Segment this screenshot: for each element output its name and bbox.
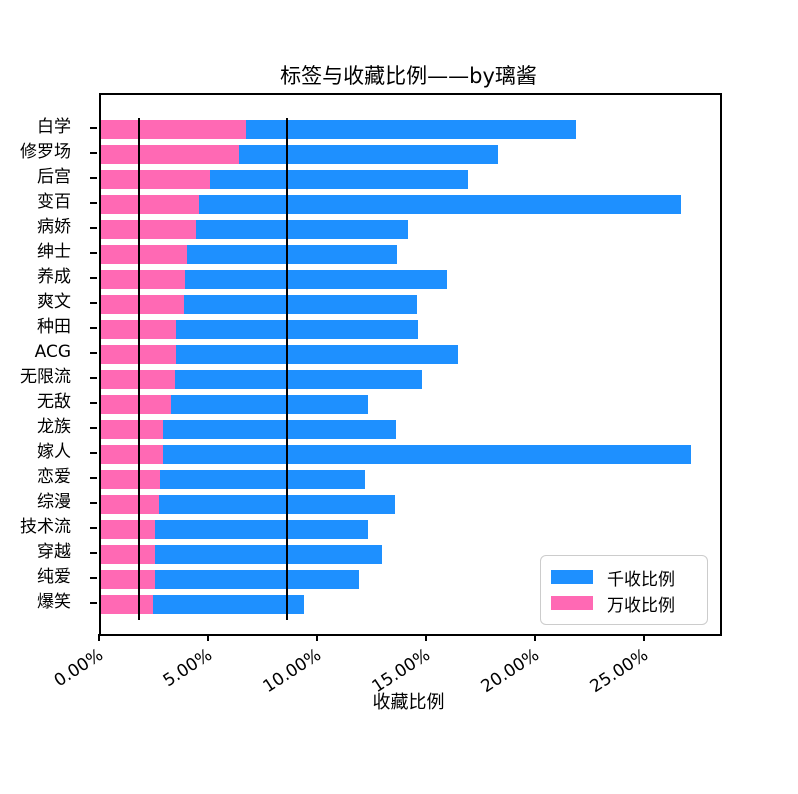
bar-万收比例: [101, 395, 171, 414]
y-tick-label: 恋爱: [37, 467, 71, 487]
y-tick-label: 后宫: [37, 167, 71, 187]
y-tick: [90, 426, 97, 429]
x-tick: [424, 634, 427, 641]
y-tick-label: 种田: [37, 317, 71, 337]
bar-万收比例: [101, 570, 156, 589]
y-tick-label: 变百: [37, 192, 71, 212]
y-tick-label: 综漫: [37, 492, 71, 512]
bar-千收比例: [101, 195, 682, 214]
x-tick: [206, 634, 209, 641]
y-tick-label: 爆笑: [37, 592, 71, 612]
bar-万收比例: [101, 420, 164, 439]
x-axis-label: 收藏比例: [372, 692, 445, 713]
x-tick-label: 0.00%: [50, 645, 107, 692]
y-tick: [90, 226, 97, 229]
bar-千收比例: [101, 495, 396, 514]
bar-千收比例: [101, 445, 692, 464]
y-tick-label: 修罗场: [20, 142, 71, 162]
x-tick: [315, 634, 318, 641]
y-tick: [90, 126, 97, 129]
bar-万收比例: [101, 520, 156, 539]
y-tick-label: 嫁人: [37, 442, 71, 462]
y-tick-label: 纯爱: [37, 567, 71, 587]
y-tick: [90, 501, 97, 504]
y-tick-label: 无限流: [20, 367, 71, 387]
y-tick: [90, 201, 97, 204]
qianshou-swatch: [551, 570, 593, 584]
y-tick: [90, 276, 97, 279]
y-tick: [90, 476, 97, 479]
plot-area: [99, 93, 722, 636]
y-tick-label: 绅士: [37, 242, 71, 262]
y-tick-label: 白学: [37, 117, 71, 137]
y-tick: [90, 351, 97, 354]
legend-label: 千收比例: [607, 569, 675, 590]
bar-万收比例: [101, 495, 159, 514]
x-tick: [98, 634, 100, 641]
y-tick-label: 病娇: [37, 217, 71, 237]
bar-万收比例: [101, 245, 188, 264]
y-tick-label: 龙族: [37, 417, 71, 437]
y-tick-label: 技术流: [20, 517, 71, 537]
y-tick: [90, 401, 97, 404]
bar-万收比例: [101, 295, 184, 314]
y-tick: [90, 551, 97, 554]
y-tick: [90, 326, 97, 329]
x-tick: [642, 634, 645, 641]
bar-万收比例: [101, 220, 196, 239]
bar-千收比例: [101, 520, 368, 539]
legend-label: 万收比例: [607, 595, 675, 616]
y-tick: [90, 176, 97, 179]
bar-万收比例: [101, 170, 210, 189]
reference-line: [286, 118, 289, 620]
bar-千收比例: [101, 570, 360, 589]
y-tick: [90, 576, 97, 579]
legend-item-qianshou: 千收比例: [551, 565, 707, 590]
bar-千收比例: [101, 345, 459, 364]
bar-万收比例: [101, 120, 246, 139]
bar-万收比例: [101, 595, 154, 614]
legend: 千收比例 万收比例: [540, 555, 708, 625]
plot-inner: [101, 95, 720, 634]
bar-千收比例: [101, 545, 382, 564]
bar-千收比例: [101, 420, 397, 439]
bar-万收比例: [101, 545, 156, 564]
y-tick: [90, 251, 97, 254]
x-tick: [533, 634, 536, 641]
bar-万收比例: [101, 270, 185, 289]
reference-line: [138, 118, 141, 620]
bar-千收比例: [101, 320, 418, 339]
y-tick-label: 养成: [37, 267, 71, 287]
y-tick-label: 爽文: [37, 292, 71, 312]
y-tick: [90, 451, 97, 454]
bar-万收比例: [101, 370, 176, 389]
bar-万收比例: [101, 145, 240, 164]
y-tick: [90, 601, 97, 604]
bar-千收比例: [101, 370, 423, 389]
y-tick-label: ACG: [34, 342, 71, 362]
legend-item-wanshou: 万收比例: [551, 591, 707, 616]
y-tick: [90, 301, 97, 304]
bar-万收比例: [101, 195, 199, 214]
chart-title: 标签与收藏比例——by璃酱: [280, 64, 537, 88]
bar-千收比例: [101, 470, 365, 489]
y-tick: [90, 526, 97, 529]
y-tick: [90, 151, 97, 154]
y-tick: [90, 376, 97, 379]
wanshou-swatch: [551, 596, 593, 610]
y-tick-label: 穿越: [37, 542, 71, 562]
y-tick-label: 无敌: [37, 392, 71, 412]
bar-万收比例: [101, 470, 160, 489]
bar-万收比例: [101, 445, 164, 464]
bar-千收比例: [101, 270, 448, 289]
